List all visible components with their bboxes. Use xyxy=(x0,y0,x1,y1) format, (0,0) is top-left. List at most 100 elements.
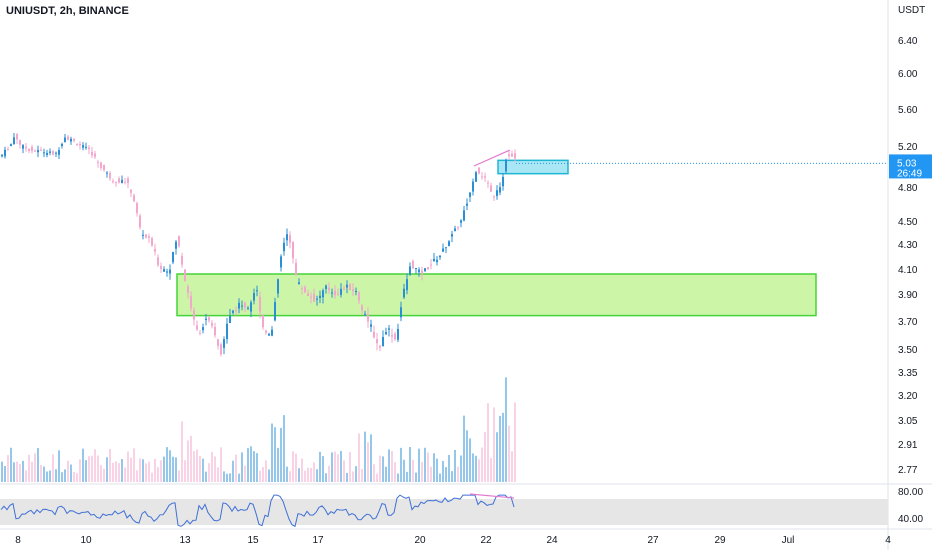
candle-body xyxy=(13,137,15,144)
candle-body xyxy=(16,133,18,140)
time-tick-label: Jul xyxy=(782,535,795,546)
price-divergence-line xyxy=(473,149,511,167)
candle-body xyxy=(70,138,72,142)
candle-body xyxy=(466,203,468,206)
rsi-tick-label: 40.00 xyxy=(898,514,923,525)
candle-body xyxy=(292,241,294,259)
candle-body xyxy=(76,144,78,146)
candle-body xyxy=(268,333,270,336)
candle-body xyxy=(322,290,324,298)
candle-body xyxy=(196,325,198,330)
candle-body xyxy=(214,326,216,336)
candle-body xyxy=(73,139,75,141)
candle-body xyxy=(367,314,369,322)
candle-body xyxy=(94,153,96,157)
candle-body xyxy=(460,220,462,223)
candle-body xyxy=(289,235,291,243)
price-tick-label: 4.80 xyxy=(898,183,918,194)
time-tick-label: 8 xyxy=(15,535,21,546)
candle-body xyxy=(172,251,174,263)
candle-body xyxy=(436,259,438,263)
candle-body xyxy=(448,241,450,247)
candle-body xyxy=(205,318,207,321)
candle-body xyxy=(256,290,258,292)
candle-body xyxy=(10,144,12,147)
candle-body xyxy=(181,255,183,265)
candle-body xyxy=(49,151,51,153)
candle-body xyxy=(421,270,423,275)
candle-body xyxy=(316,298,318,300)
candle-body xyxy=(439,255,441,258)
price-tick-label: 3.50 xyxy=(898,345,918,356)
price-tick-label: 4.50 xyxy=(898,217,918,228)
candle-body xyxy=(124,181,126,183)
candle-body xyxy=(82,145,84,148)
candle-body xyxy=(127,178,129,184)
candle-body xyxy=(277,279,279,294)
candle-body xyxy=(385,332,387,335)
candle-body xyxy=(280,256,282,268)
candle-body xyxy=(394,333,396,340)
candle-body xyxy=(352,289,354,292)
candle-body xyxy=(487,182,489,184)
price-tick-label: 3.90 xyxy=(898,290,918,301)
candle-body xyxy=(271,329,273,336)
candle-body xyxy=(364,313,366,315)
candle-body xyxy=(31,146,33,151)
volume-group xyxy=(1,377,516,482)
candle-body xyxy=(193,310,195,320)
candle-body xyxy=(493,196,495,198)
candle-body xyxy=(178,235,180,247)
candle-body xyxy=(373,331,375,338)
candle-body xyxy=(40,149,42,151)
candle-body xyxy=(85,146,87,148)
candle-body xyxy=(112,181,114,183)
candle-body xyxy=(310,296,312,298)
price-badge xyxy=(889,154,932,179)
candle-body xyxy=(349,283,351,291)
time-tick-label: 29 xyxy=(714,535,726,546)
candle-body xyxy=(307,293,309,296)
candle-body xyxy=(337,293,339,295)
resistance-zone xyxy=(497,159,569,175)
candle-body xyxy=(358,292,360,301)
candle-body xyxy=(157,257,159,266)
time-tick-label: 13 xyxy=(179,535,191,546)
candle-body xyxy=(295,262,297,276)
candle-body xyxy=(220,344,222,355)
time-tick-label: 15 xyxy=(247,535,259,546)
candle-body xyxy=(133,195,135,202)
price-tick-label: 4.10 xyxy=(898,265,918,276)
candle-body xyxy=(109,172,111,179)
price-badge-countdown: 26:49 xyxy=(897,168,922,179)
candle-body xyxy=(166,271,168,273)
candle-body xyxy=(169,269,171,274)
price-tick-label: 5.20 xyxy=(898,142,918,153)
candle-body xyxy=(43,152,45,154)
candle-body xyxy=(298,282,300,285)
candle-body xyxy=(79,143,81,146)
candle-body xyxy=(160,265,162,269)
candle-body xyxy=(379,345,381,348)
price-tick-label: 3.05 xyxy=(898,416,918,427)
candle-body xyxy=(283,242,285,252)
candle-body xyxy=(190,296,192,309)
candle-body xyxy=(223,339,225,348)
candle-body xyxy=(88,147,90,150)
price-tick-label: 3.35 xyxy=(898,368,918,379)
candle-body xyxy=(202,327,204,331)
candle-body xyxy=(514,153,516,159)
candle-body xyxy=(346,284,348,288)
candle-body xyxy=(121,179,123,184)
candle-body xyxy=(154,248,156,252)
candle-body xyxy=(100,162,102,168)
candle-body xyxy=(445,247,447,249)
time-tick-label: 22 xyxy=(480,535,492,546)
candle-body xyxy=(61,143,63,147)
candle-body xyxy=(481,176,483,178)
price-tick-label: 6.00 xyxy=(898,69,918,80)
candle-body xyxy=(286,234,288,241)
rsi-tick-label: 80.00 xyxy=(898,487,923,498)
